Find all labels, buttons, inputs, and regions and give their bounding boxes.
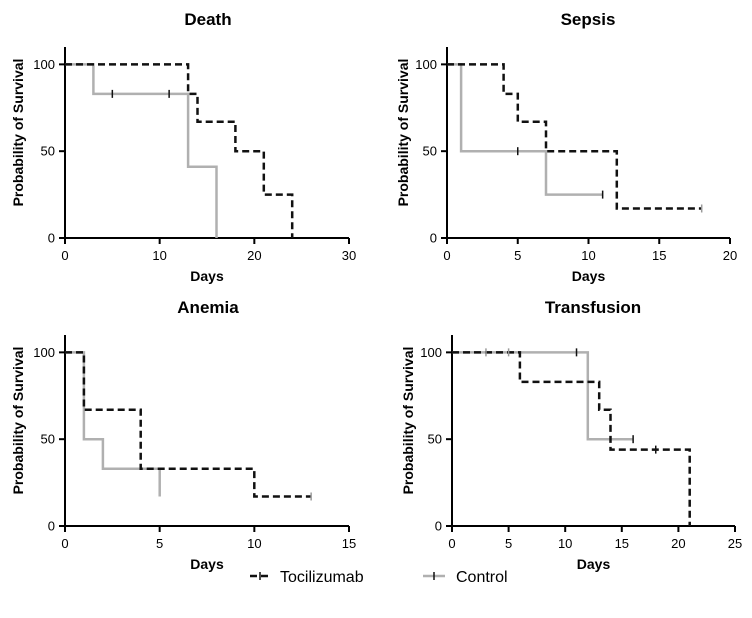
panel-death: Death 0 50 100 0 10 20 30 Days Probability of Sur… xyxy=(10,10,356,284)
y-tick-label: 50 xyxy=(428,432,442,447)
y-axis-label: Probability of Survival xyxy=(395,59,411,207)
x-tick-label: 20 xyxy=(671,536,685,551)
x-tick-label: 15 xyxy=(615,536,629,551)
x-axis-label: Days xyxy=(572,268,606,284)
y-tick-label: 50 xyxy=(41,144,55,159)
x-tick-label: 5 xyxy=(505,536,512,551)
x-tick-label: 0 xyxy=(61,248,68,263)
y-tick-label: 100 xyxy=(33,57,55,72)
legend-label-tocilizumab: Tocilizumab xyxy=(280,569,364,586)
panel-anemia: Anemia 0 50 100 0 5 10 15 Days Probability of Sur… xyxy=(10,298,356,572)
y-tick-label: 0 xyxy=(48,519,55,534)
y-tick-label: 0 xyxy=(435,519,442,534)
legend-label-control: Control xyxy=(456,569,508,586)
panel-sepsis: Sepsis 0 50 100 0 5 10 15 20 Days Probability of S… xyxy=(395,10,737,284)
series-line-tocilizumab xyxy=(65,351,312,498)
x-tick-label: 5 xyxy=(514,248,521,263)
x-axis-label: Days xyxy=(577,556,611,572)
series-line-control xyxy=(65,351,161,497)
panel-title: Sepsis xyxy=(561,10,616,29)
y-tick-label: 0 xyxy=(48,231,55,246)
x-tick-label: 20 xyxy=(247,248,261,263)
x-tick-label: 5 xyxy=(156,536,163,551)
legend-item-control: Control xyxy=(423,569,508,586)
x-tick-label: 10 xyxy=(558,536,572,551)
x-tick-label: 10 xyxy=(247,536,261,551)
x-axis-label: Days xyxy=(190,556,224,572)
x-tick-label: 30 xyxy=(342,248,356,263)
y-axis-label: Probability of Survival xyxy=(10,347,26,495)
x-tick-label: 0 xyxy=(443,248,450,263)
x-tick-label: 0 xyxy=(448,536,455,551)
x-tick-label: 10 xyxy=(581,248,595,263)
legend-item-tocilizumab: Tocilizumab xyxy=(250,569,364,586)
panel-title: Transfusion xyxy=(545,298,641,317)
x-axis-label: Days xyxy=(190,268,224,284)
series-line-tocilizumab xyxy=(65,63,294,238)
x-tick-label: 25 xyxy=(728,536,742,551)
panel-title: Death xyxy=(184,10,231,29)
series-line-tocilizumab xyxy=(452,351,691,526)
y-axis-label: Probability of Survival xyxy=(400,347,416,495)
series-line-control xyxy=(447,63,603,196)
x-tick-label: 0 xyxy=(61,536,68,551)
x-tick-label: 15 xyxy=(342,536,356,551)
legend: Tocilizumab Control xyxy=(250,569,508,586)
y-tick-label: 50 xyxy=(423,144,437,159)
y-tick-label: 0 xyxy=(430,231,437,246)
series-line-tocilizumab xyxy=(447,63,702,210)
y-tick-label: 100 xyxy=(415,57,437,72)
y-axis-label: Probability of Survival xyxy=(10,59,26,207)
y-tick-label: 100 xyxy=(420,345,442,360)
x-tick-label: 20 xyxy=(723,248,737,263)
panel-transfusion: Transfusion 0 50 100 0 5 10 15 20 25 Days Probabili… xyxy=(400,298,742,572)
panel-title: Anemia xyxy=(177,298,239,317)
series-line-control xyxy=(65,63,218,238)
x-tick-label: 15 xyxy=(652,248,666,263)
y-tick-label: 100 xyxy=(33,345,55,360)
series-line-control xyxy=(452,351,634,441)
x-tick-label: 10 xyxy=(152,248,166,263)
y-tick-label: 50 xyxy=(41,432,55,447)
